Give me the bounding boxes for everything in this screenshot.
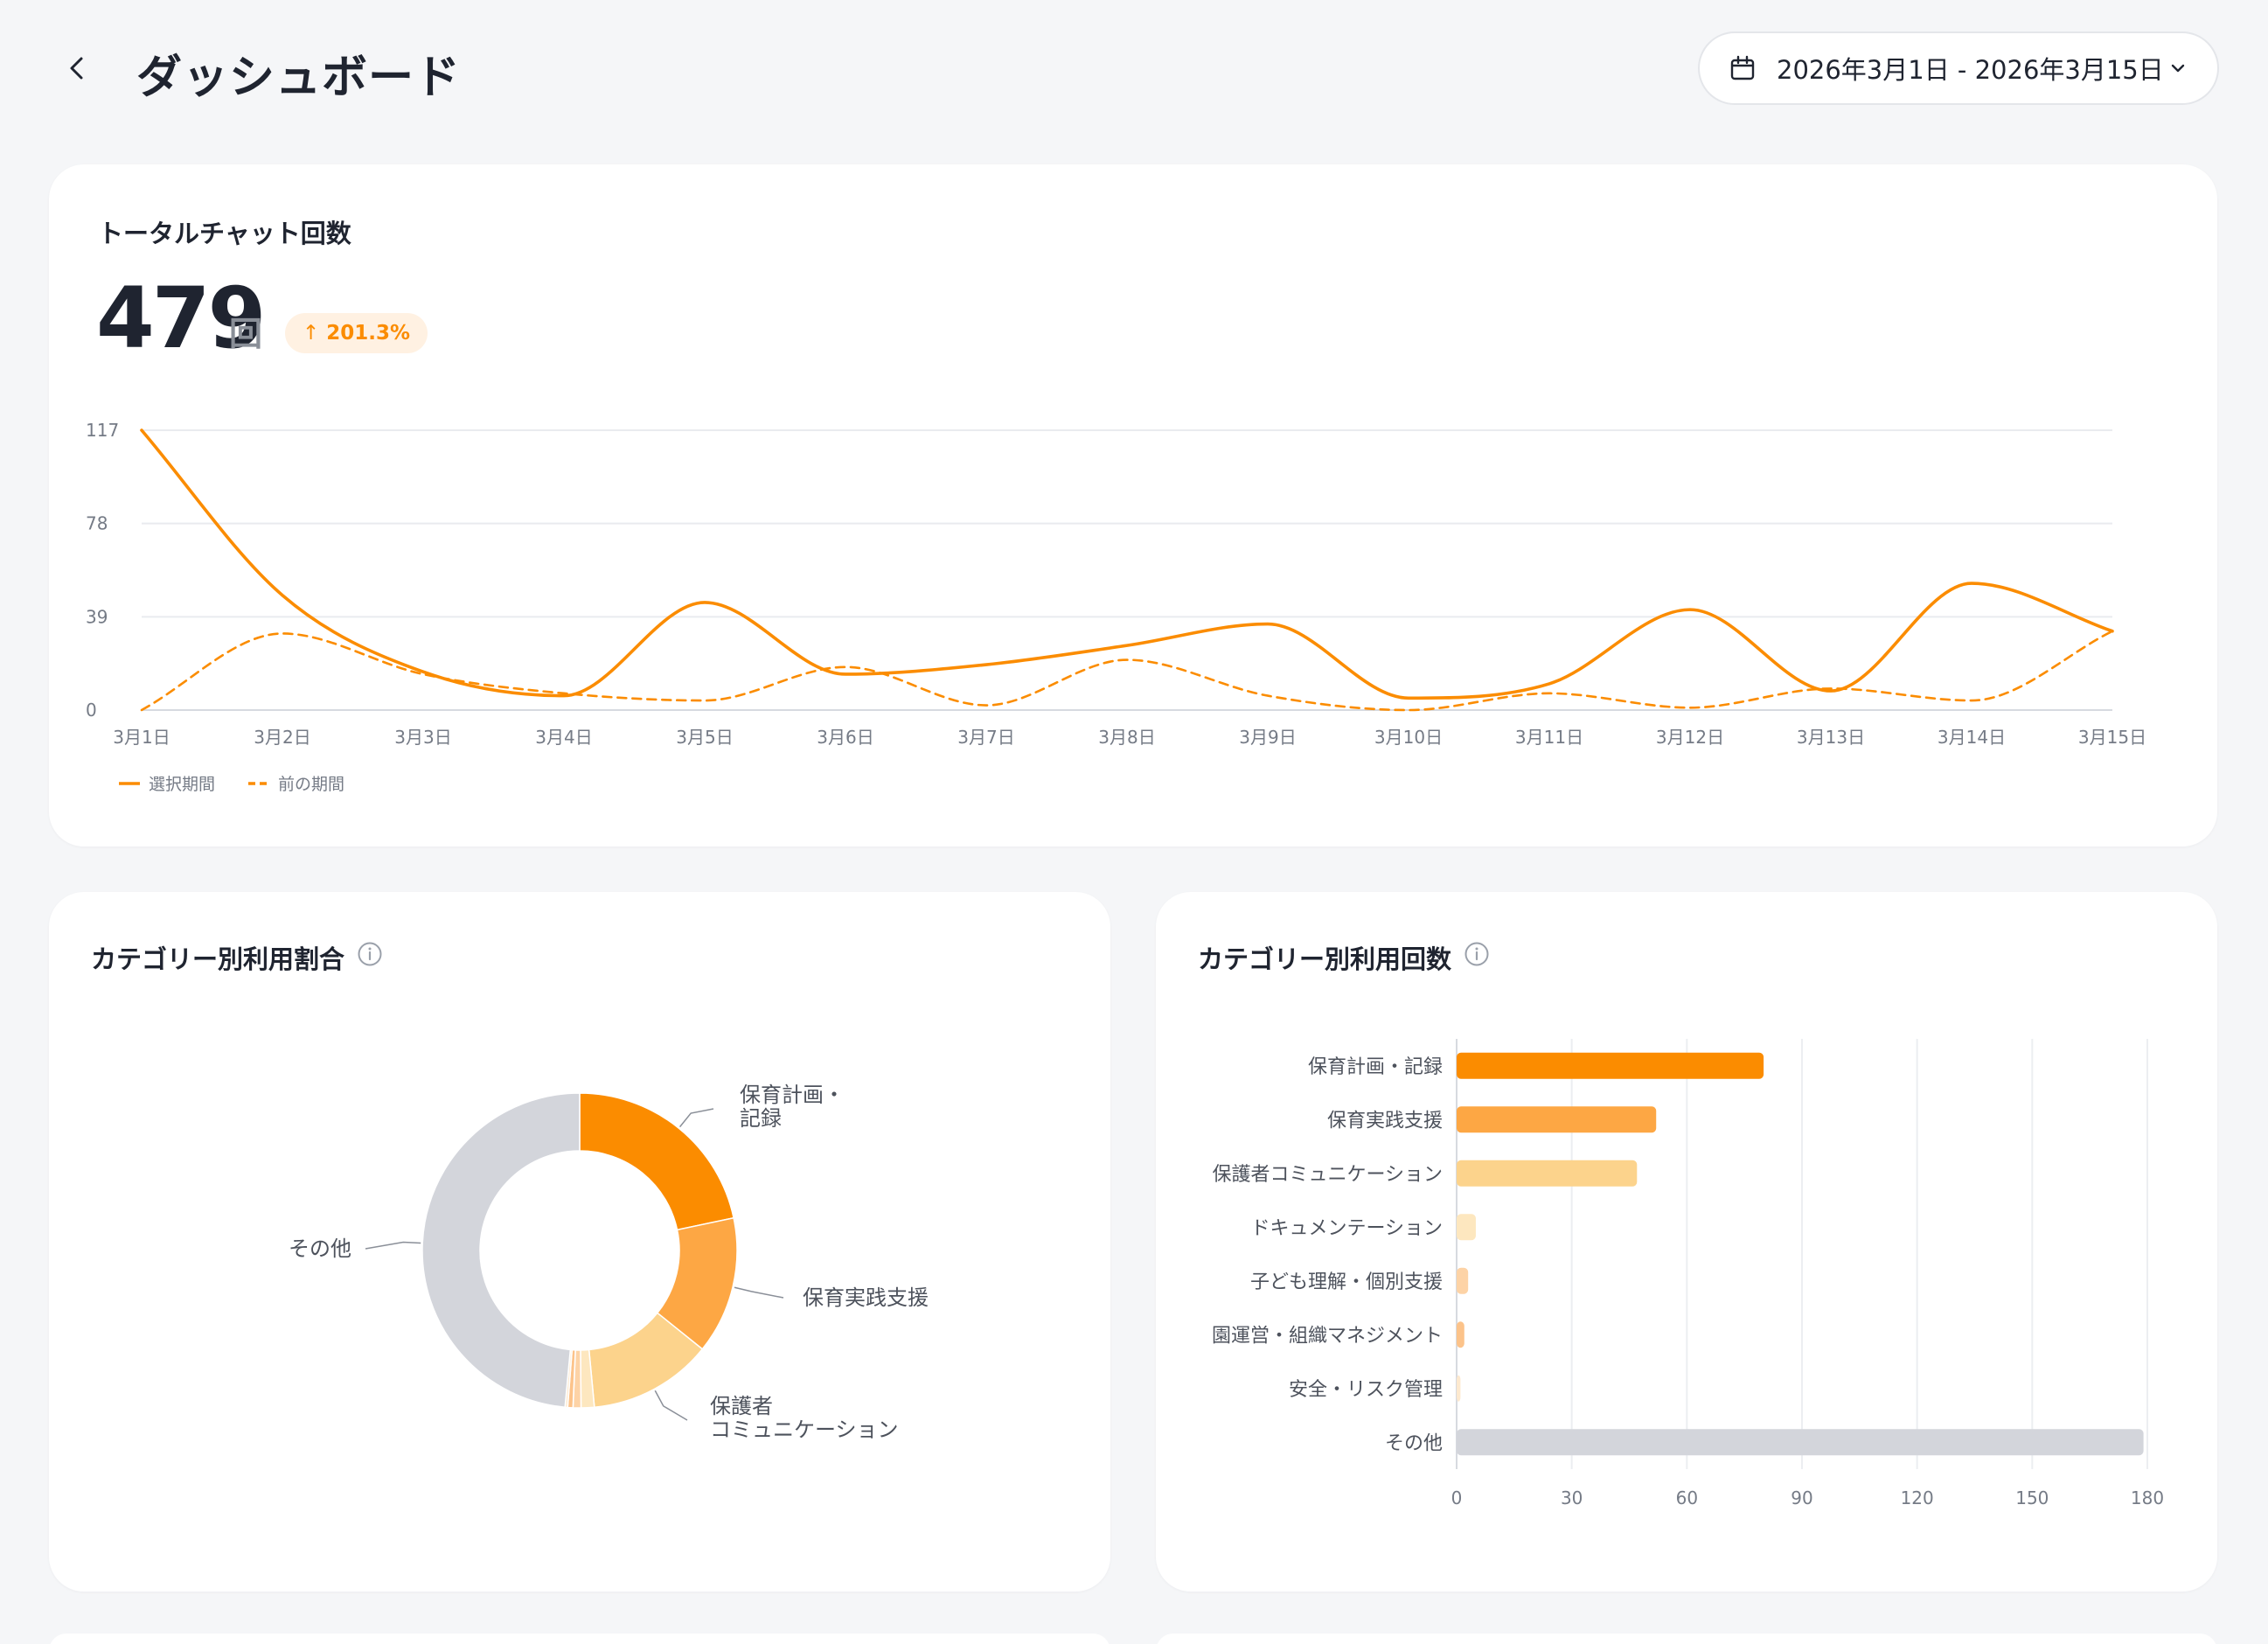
- x-tick-label: 3月12日: [1656, 727, 1724, 748]
- category-count-title: カテゴリー別利用回数: [1198, 944, 1452, 974]
- donut-slice-label: その他: [289, 1236, 351, 1261]
- donut-slice: [421, 1092, 581, 1409]
- donut-slice-label: 保育計画・: [740, 1083, 845, 1107]
- category-ratio-title: カテゴリー別利用割合: [91, 944, 345, 974]
- chevron-left-icon: [70, 57, 83, 80]
- x-tick-label: 3月3日: [394, 727, 451, 748]
- total-chat-title: トータルチャット回数: [98, 219, 351, 248]
- bar-category-label: ドキュメンテーション: [1250, 1217, 1443, 1239]
- x-tick-label: 3月2日: [254, 727, 310, 748]
- x-tick-label: 3月10日: [1374, 727, 1443, 748]
- x-tick-label: 30: [1561, 1487, 1583, 1508]
- donut-leader-line: [734, 1286, 784, 1299]
- donut-leader-line: [654, 1390, 688, 1421]
- donut-slice-label: 記録: [740, 1106, 782, 1131]
- date-range-text: 2026年3月1日 - 2026年3月15日: [1777, 55, 2164, 85]
- donut-slice: [579, 1092, 734, 1231]
- total-chat-card: トータルチャット回数 479 回 ↑ 201.3% 0 39 78 117 3月1日 3月…: [49, 164, 2217, 846]
- x-tick-label: 3月4日: [535, 727, 592, 748]
- growth-badge: ↑ 201.3%: [285, 313, 428, 353]
- info-icon[interactable]: [357, 941, 383, 967]
- calendar-icon: [1730, 55, 1755, 80]
- x-tick-label: 3月8日: [1098, 727, 1155, 748]
- line-chart: 0 39 78 117 3月1日 3月2日 3月3日 3月4日 3月5日 3月6日 3月7日 3月8日…: [86, 420, 2146, 794]
- bar: [1457, 1160, 1638, 1187]
- x-tick-label: 90: [1791, 1487, 1812, 1508]
- selected-period-line: [140, 428, 2114, 700]
- x-tick-label: 3月13日: [1797, 727, 1865, 748]
- donut-slice-label: 保護者: [710, 1394, 773, 1418]
- x-tick-label: 3月14日: [1938, 727, 2006, 748]
- x-tick-label: 3月7日: [957, 727, 1014, 748]
- total-chat-unit: 回: [229, 315, 263, 353]
- x-tick-label: 3月5日: [676, 727, 733, 748]
- x-tick-label: 3月15日: [2078, 727, 2146, 748]
- next-card-left: [49, 1634, 1110, 1644]
- bar: [1457, 1321, 1464, 1348]
- date-range-picker[interactable]: 2026年3月1日 - 2026年3月15日: [1698, 31, 2219, 105]
- legend-label: 選択期間: [149, 775, 215, 794]
- bar: [1457, 1106, 1657, 1133]
- page-title: ダッシュボード: [136, 52, 462, 104]
- x-tick-label: 150: [2015, 1487, 2049, 1508]
- back-button[interactable]: [58, 49, 96, 87]
- total-chat-count: 479: [96, 269, 266, 367]
- bar-chart: 0 30 60 90 120 150 180 保育計画・記録保育実践支援保護者コミュニケーショ…: [1212, 1039, 2164, 1508]
- x-tick-label: 3月6日: [817, 727, 873, 748]
- x-tick-label: 60: [1676, 1487, 1698, 1508]
- bar-category-label: 園運営・組織マネジメント: [1212, 1325, 1443, 1347]
- bar: [1457, 1267, 1469, 1294]
- bar: [1457, 1429, 2144, 1456]
- donut-leader-line: [365, 1241, 421, 1250]
- x-tick-label: 120: [1901, 1487, 1934, 1508]
- category-ratio-card: カテゴリー別利用割合 保育計画・ 記録保育実践支援保護者 コミュニケーション その他: [49, 892, 1110, 1592]
- x-tick-label: 3月9日: [1239, 727, 1296, 748]
- y-tick-label: 0: [86, 700, 97, 721]
- next-card-right: [1156, 1634, 2217, 1644]
- bar-category-label: 保育実践支援: [1327, 1110, 1443, 1132]
- donut-slice-label: コミュニケーション: [710, 1418, 899, 1442]
- x-tick-label: 3月11日: [1515, 727, 1583, 748]
- previous-period-line: [140, 630, 2114, 712]
- bar: [1457, 1052, 1764, 1079]
- bar-category-label: 保育計画・記録: [1308, 1056, 1443, 1078]
- info-icon[interactable]: [1464, 941, 1490, 967]
- x-tick-label: 3月1日: [113, 727, 170, 748]
- y-tick-label: 39: [86, 606, 108, 627]
- page-header: ダッシュボード 2026年3月1日 - 2026年3月15日: [49, 31, 2219, 105]
- y-tick-label: 117: [86, 420, 119, 441]
- donut-slice-label: 保育実践支援: [803, 1285, 929, 1310]
- bar-category-label: 安全・リスク管理: [1289, 1379, 1443, 1401]
- y-tick-label: 78: [86, 513, 108, 534]
- chevron-down-icon: [2171, 64, 2185, 73]
- x-tick-label: 0: [1451, 1487, 1463, 1508]
- x-tick-label: 180: [2131, 1487, 2164, 1508]
- category-count-card: カテゴリー別利用回数 0 30 60 90 120 150 180 保育計画・記録保育実践支援…: [1156, 892, 2217, 1592]
- bar-category-label: その他: [1385, 1432, 1443, 1454]
- bar-category-label: 子ども理解・個別支援: [1250, 1271, 1443, 1293]
- bar-category-label: 保護者コミュニケーション: [1212, 1164, 1443, 1186]
- legend-label: 前の期間: [278, 775, 344, 794]
- growth-value: 201.3%: [326, 322, 411, 345]
- donut-leader-line: [679, 1108, 714, 1128]
- bar: [1457, 1214, 1476, 1241]
- bar: [1457, 1375, 1461, 1402]
- arrow-up-icon: ↑: [303, 322, 320, 345]
